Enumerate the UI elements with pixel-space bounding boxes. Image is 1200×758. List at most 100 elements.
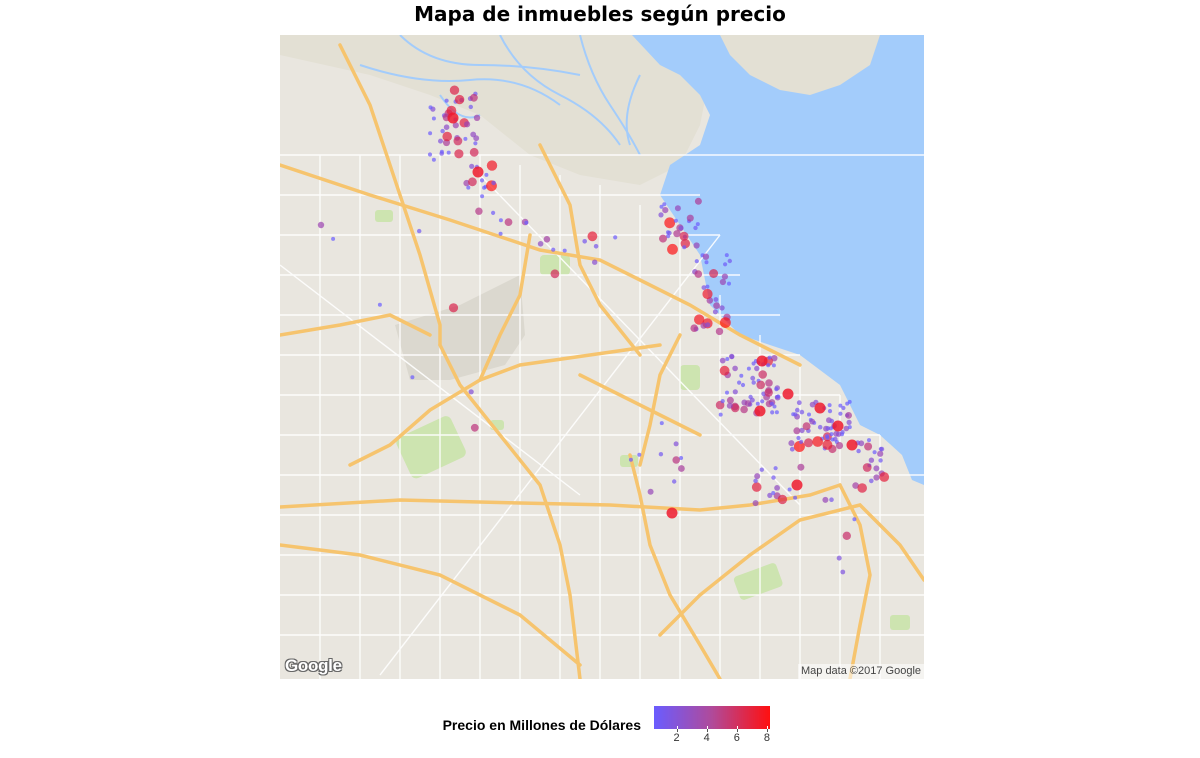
property-point <box>809 418 816 425</box>
property-point <box>879 472 890 482</box>
property-point <box>682 245 687 250</box>
property-point <box>751 482 762 492</box>
property-point <box>428 131 433 136</box>
property-point <box>868 457 875 463</box>
property-point <box>836 555 842 561</box>
property-point <box>679 456 684 460</box>
property-point <box>446 150 451 155</box>
property-point <box>550 269 560 279</box>
property-point <box>753 478 758 484</box>
property-point <box>726 402 733 409</box>
property-point <box>754 365 760 372</box>
property-point <box>417 228 422 234</box>
property-point <box>718 412 723 417</box>
property-point <box>678 225 684 231</box>
property-point <box>772 404 777 409</box>
property-point <box>793 427 801 435</box>
property-point <box>771 363 776 368</box>
property-point <box>427 152 433 157</box>
property-point <box>740 382 746 388</box>
property-point <box>475 207 483 215</box>
property-point <box>754 473 761 480</box>
delta-channels <box>359 35 641 156</box>
property-point <box>377 302 382 307</box>
property-point <box>702 253 710 260</box>
property-point <box>428 105 433 110</box>
property-point <box>480 194 485 199</box>
property-point <box>788 440 795 447</box>
property-point <box>690 324 698 333</box>
property-point <box>838 403 843 408</box>
property-point <box>751 380 756 385</box>
property-point <box>673 230 681 238</box>
property-point <box>686 214 694 222</box>
property-point <box>448 303 459 313</box>
map-panel[interactable] <box>280 35 924 679</box>
property-point <box>702 288 713 300</box>
property-point <box>479 178 485 183</box>
property-point <box>872 450 877 455</box>
property-point <box>582 239 587 244</box>
river-water <box>632 35 924 485</box>
property-point <box>729 353 735 360</box>
property-point <box>796 400 802 406</box>
property-point-high <box>666 507 678 519</box>
property-point <box>693 225 698 231</box>
property-point <box>845 401 850 406</box>
property-point <box>658 212 664 218</box>
property-point <box>799 439 804 444</box>
property-point <box>695 222 700 227</box>
property-point <box>454 149 464 159</box>
property-point <box>802 422 811 431</box>
property-point <box>827 403 832 408</box>
property-point <box>431 157 436 162</box>
legend-tick <box>676 729 678 732</box>
property-point <box>725 390 729 395</box>
property-point <box>796 435 801 441</box>
property-point <box>773 466 778 471</box>
property-point <box>765 379 773 387</box>
property-point <box>744 400 752 407</box>
property-point <box>770 410 775 415</box>
property-point <box>443 124 450 130</box>
property-point <box>825 434 830 439</box>
property-point <box>740 405 748 414</box>
property-point <box>829 432 834 437</box>
property-point <box>491 210 496 215</box>
property-point <box>442 131 452 142</box>
map-canvas[interactable] <box>280 35 924 679</box>
property-point <box>468 177 477 187</box>
property-point <box>847 425 852 430</box>
legend-tick-label: 8 <box>763 732 771 744</box>
property-point <box>827 409 833 414</box>
property-point-high <box>846 439 858 451</box>
property-point <box>705 322 711 328</box>
property-point <box>838 411 843 416</box>
property-point <box>659 204 664 209</box>
property-point <box>659 234 667 243</box>
property-point <box>793 495 798 500</box>
property-point <box>662 207 669 214</box>
property-point <box>486 160 498 171</box>
property-point <box>468 104 473 110</box>
property-point <box>466 185 471 190</box>
property-point <box>537 241 544 247</box>
property-point <box>758 370 767 379</box>
property-point <box>750 375 756 381</box>
property-point <box>439 149 444 154</box>
property-points <box>317 85 890 575</box>
property-point <box>852 517 857 522</box>
property-point <box>862 463 872 472</box>
map-attribution[interactable]: Map data ©2017 Google <box>798 664 924 679</box>
property-point <box>678 465 685 472</box>
property-point <box>719 278 726 286</box>
property-point <box>713 297 719 302</box>
property-point <box>658 452 664 457</box>
property-point <box>771 475 776 480</box>
legend-title: Precio en Millones de Dólares <box>442 717 641 733</box>
property-point <box>873 474 880 481</box>
property-point <box>756 380 765 390</box>
property-point <box>822 439 833 450</box>
property-point <box>628 457 633 462</box>
property-point <box>759 467 764 472</box>
